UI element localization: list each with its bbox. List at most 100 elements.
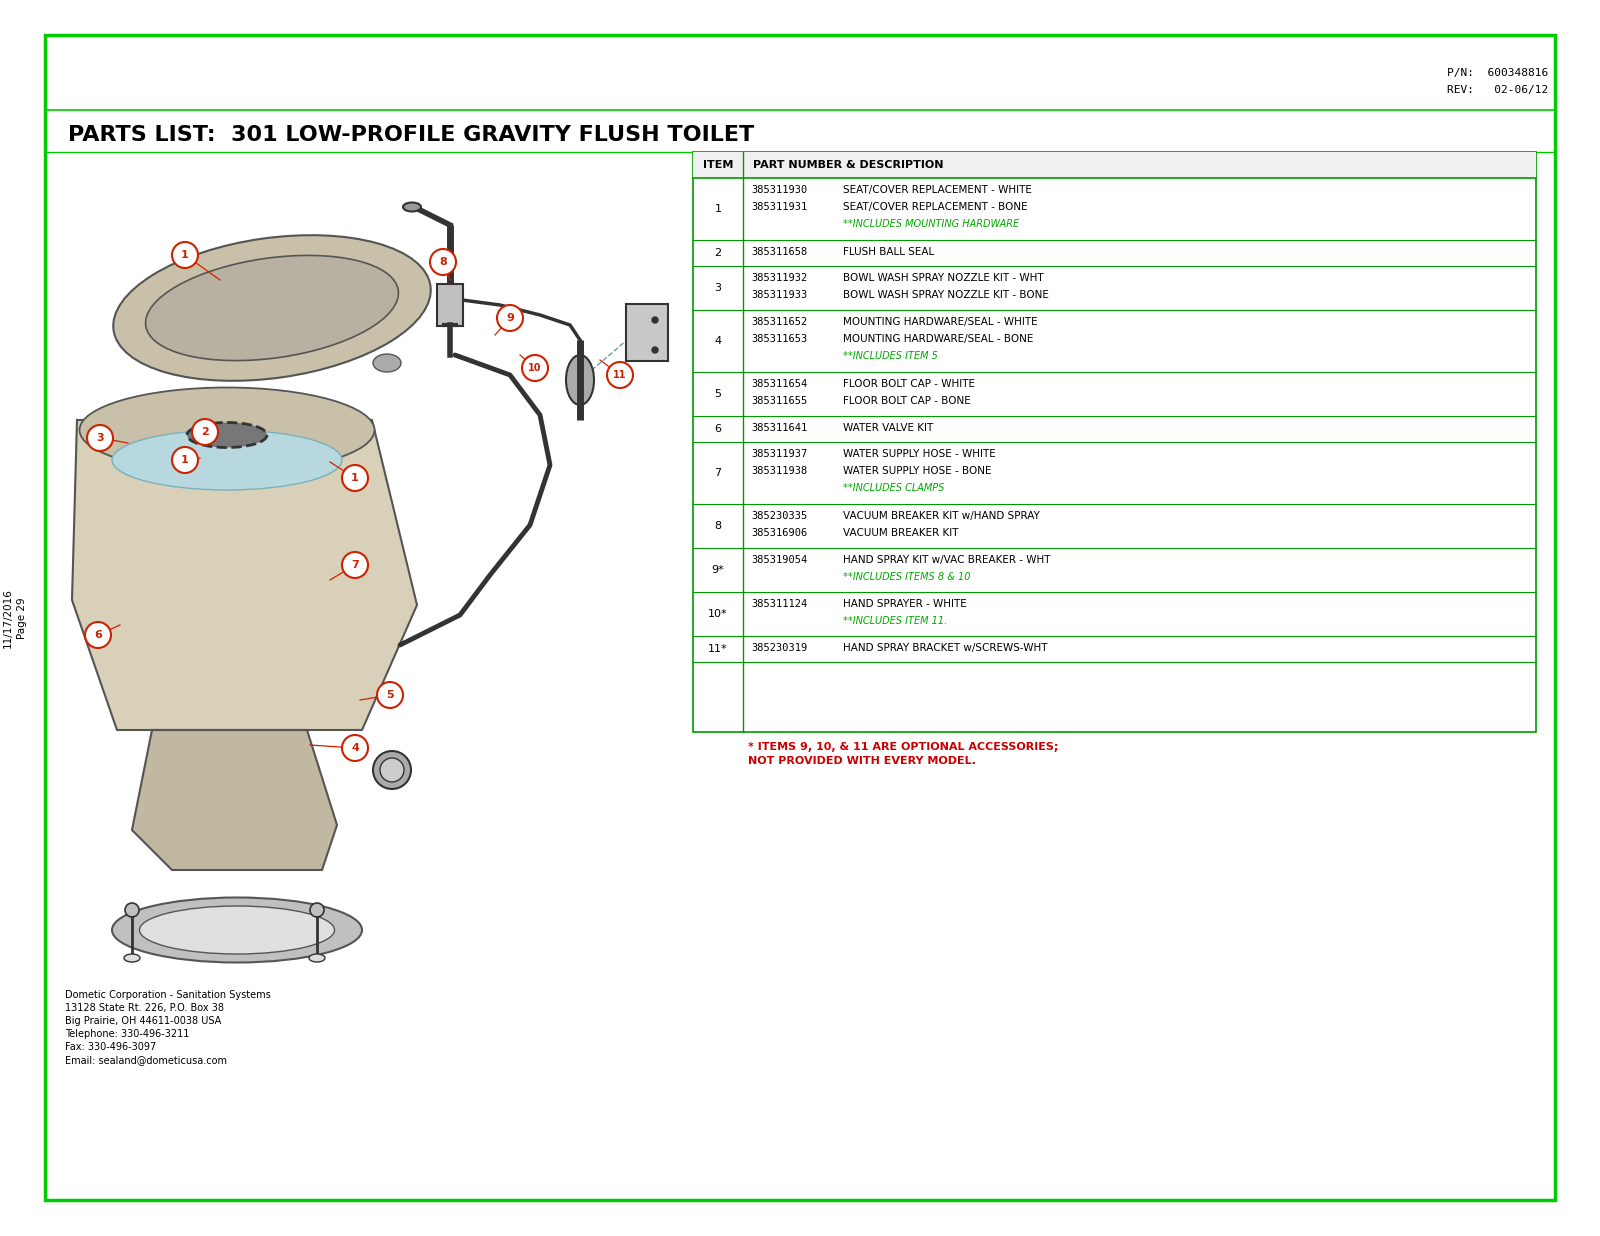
Ellipse shape	[146, 256, 398, 361]
Text: WATER SUPPLY HOSE - WHITE: WATER SUPPLY HOSE - WHITE	[843, 449, 995, 459]
Text: 7: 7	[350, 560, 358, 570]
Text: WATER SUPPLY HOSE - BONE: WATER SUPPLY HOSE - BONE	[843, 466, 992, 476]
Text: 9: 9	[506, 313, 514, 323]
Text: 385311653: 385311653	[750, 334, 808, 344]
Text: ITEM: ITEM	[702, 159, 733, 171]
Text: **INCLUDES ITEM 5: **INCLUDES ITEM 5	[843, 351, 938, 361]
Text: 7: 7	[715, 468, 722, 478]
Ellipse shape	[125, 954, 141, 962]
Ellipse shape	[373, 353, 402, 372]
Text: Big Prairie, OH 44611-0038 USA: Big Prairie, OH 44611-0038 USA	[66, 1016, 221, 1026]
Text: Page 29: Page 29	[18, 597, 27, 639]
Ellipse shape	[566, 355, 594, 405]
Ellipse shape	[381, 758, 403, 782]
Text: 385230335: 385230335	[750, 510, 808, 522]
Text: 5: 5	[715, 389, 722, 399]
Text: Dometic Corporation - Sanitation Systems: Dometic Corporation - Sanitation Systems	[66, 990, 270, 1000]
Text: FLOOR BOLT CAP - WHITE: FLOOR BOLT CAP - WHITE	[843, 379, 974, 389]
Text: 1: 1	[350, 473, 358, 483]
Text: 1: 1	[181, 250, 189, 260]
Text: 9*: 9*	[712, 565, 725, 575]
Text: 385311931: 385311931	[750, 201, 808, 213]
Text: P/N:  600348816: P/N: 600348816	[1446, 68, 1549, 78]
Text: 4: 4	[350, 743, 358, 753]
Text: 385311932: 385311932	[750, 273, 808, 283]
Bar	[693, 152, 1536, 178]
Ellipse shape	[309, 954, 325, 962]
Text: 5: 5	[386, 690, 394, 700]
Text: 385230319: 385230319	[750, 643, 808, 653]
Text: WATER VALVE KIT: WATER VALVE KIT	[843, 423, 933, 433]
Text: 385311933: 385311933	[750, 290, 808, 300]
Text: VACUUM BREAKER KIT w/HAND SPRAY: VACUUM BREAKER KIT w/HAND SPRAY	[843, 510, 1040, 522]
Text: HAND SPRAYER - WHITE: HAND SPRAYER - WHITE	[843, 599, 966, 609]
Text: 385311641: 385311641	[750, 423, 808, 433]
Text: 385311937: 385311937	[750, 449, 808, 459]
Text: FLOOR BOLT CAP - BONE: FLOOR BOLT CAP - BONE	[843, 396, 971, 405]
Text: 6: 6	[715, 424, 722, 434]
Ellipse shape	[80, 388, 374, 472]
Circle shape	[173, 447, 198, 473]
Text: 6: 6	[94, 630, 102, 640]
Text: 10*: 10*	[709, 609, 728, 619]
Text: 1: 1	[715, 204, 722, 214]
Circle shape	[653, 347, 658, 353]
Text: **INCLUDES ITEMS 8 & 10: **INCLUDES ITEMS 8 & 10	[843, 572, 971, 582]
Text: 2: 2	[715, 248, 722, 258]
Ellipse shape	[125, 904, 139, 917]
Circle shape	[173, 242, 198, 268]
Text: 10: 10	[528, 363, 542, 373]
Text: 385311655: 385311655	[750, 396, 808, 405]
Ellipse shape	[112, 897, 362, 963]
Text: SEAT/COVER REPLACEMENT - WHITE: SEAT/COVER REPLACEMENT - WHITE	[843, 185, 1032, 195]
Text: 13128 State Rt. 226, P.O. Box 38: 13128 State Rt. 226, P.O. Box 38	[66, 1002, 224, 1014]
Text: BOWL WASH SPRAY NOZZLE KIT - BONE: BOWL WASH SPRAY NOZZLE KIT - BONE	[843, 290, 1050, 300]
Text: PARTS LIST:  301 LOW-PROFILE GRAVITY FLUSH TOILET: PARTS LIST: 301 LOW-PROFILE GRAVITY FLUS…	[67, 125, 754, 145]
Text: FLUSH BALL SEAL: FLUSH BALL SEAL	[843, 247, 934, 257]
Ellipse shape	[112, 430, 342, 489]
Circle shape	[85, 622, 110, 648]
Text: Email: sealand@dometicusa.com: Email: sealand@dometicusa.com	[66, 1056, 227, 1065]
Circle shape	[606, 362, 634, 388]
Text: PART NUMBER & DESCRIPTION: PART NUMBER & DESCRIPTION	[754, 159, 944, 171]
Circle shape	[498, 305, 523, 331]
Text: 385311652: 385311652	[750, 316, 808, 328]
Circle shape	[430, 248, 456, 274]
Text: 385311938: 385311938	[750, 466, 808, 476]
Text: 385316906: 385316906	[750, 528, 808, 538]
Circle shape	[653, 316, 658, 323]
Text: REV:   02-06/12: REV: 02-06/12	[1446, 85, 1549, 95]
Text: 11: 11	[613, 370, 627, 379]
Ellipse shape	[114, 235, 430, 381]
Text: HAND SPRAY BRACKET w/SCREWS-WHT: HAND SPRAY BRACKET w/SCREWS-WHT	[843, 643, 1048, 653]
Text: 3: 3	[715, 283, 722, 293]
Ellipse shape	[373, 751, 411, 789]
Polygon shape	[72, 420, 418, 730]
Circle shape	[192, 419, 218, 445]
Text: 11/17/2016: 11/17/2016	[3, 588, 13, 648]
Text: **INCLUDES ITEM 11.: **INCLUDES ITEM 11.	[843, 616, 947, 625]
Text: 11*: 11*	[709, 644, 728, 654]
Circle shape	[522, 355, 547, 381]
Text: Telephone: 330-496-3211: Telephone: 330-496-3211	[66, 1030, 189, 1039]
Text: 1: 1	[181, 455, 189, 465]
Text: 385311658: 385311658	[750, 247, 808, 257]
Text: 4: 4	[715, 336, 722, 346]
Text: HAND SPRAY KIT w/VAC BREAKER - WHT: HAND SPRAY KIT w/VAC BREAKER - WHT	[843, 555, 1051, 565]
Text: BOWL WASH SPRAY NOZZLE KIT - WHT: BOWL WASH SPRAY NOZZLE KIT - WHT	[843, 273, 1043, 283]
Text: SEAT/COVER REPLACEMENT - BONE: SEAT/COVER REPLACEMENT - BONE	[843, 201, 1027, 213]
Polygon shape	[131, 730, 338, 870]
Circle shape	[342, 465, 368, 491]
FancyBboxPatch shape	[626, 304, 669, 361]
Circle shape	[378, 682, 403, 708]
Ellipse shape	[139, 906, 334, 954]
Text: VACUUM BREAKER KIT: VACUUM BREAKER KIT	[843, 528, 958, 538]
FancyBboxPatch shape	[437, 284, 462, 326]
Text: MOUNTING HARDWARE/SEAL - WHITE: MOUNTING HARDWARE/SEAL - WHITE	[843, 316, 1038, 328]
Text: **INCLUDES CLAMPS: **INCLUDES CLAMPS	[843, 483, 944, 493]
Circle shape	[342, 735, 368, 761]
Text: * ITEMS 9, 10, & 11 ARE OPTIONAL ACCESSORIES;
NOT PROVIDED WITH EVERY MODEL.: * ITEMS 9, 10, & 11 ARE OPTIONAL ACCESSO…	[749, 742, 1058, 766]
Text: 8: 8	[438, 257, 446, 267]
Bar	[693, 152, 1536, 732]
Ellipse shape	[187, 423, 267, 447]
